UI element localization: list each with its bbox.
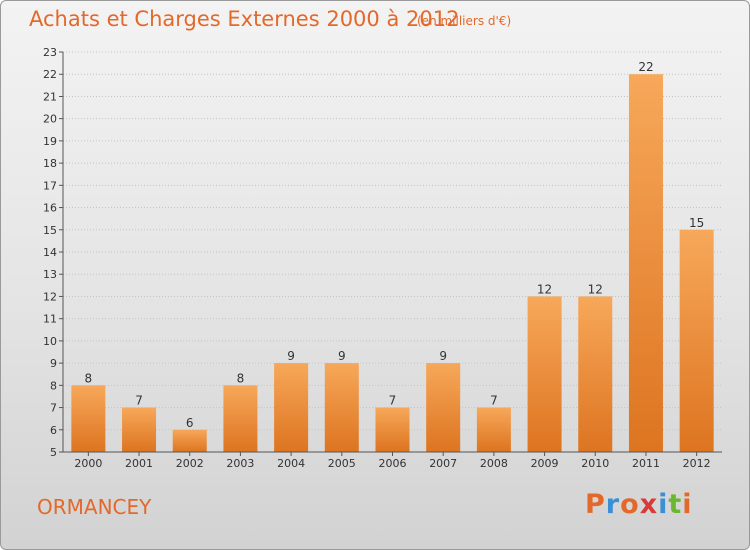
y-tick-label: 13 [43, 268, 57, 281]
x-tick-label: 2005 [328, 457, 356, 470]
y-tick-label: 7 [50, 402, 57, 415]
grid-lines [63, 51, 722, 431]
y-tick-label: 22 [43, 68, 57, 81]
proxiti-logo: Proxiti [585, 489, 693, 520]
bar-value-label: 9 [287, 349, 295, 363]
bar-value-label: 9 [439, 349, 447, 363]
logo-letter: i [658, 489, 669, 520]
bar [71, 385, 106, 452]
bar-value-label: 15 [689, 216, 704, 230]
y-tick-label: 21 [43, 90, 57, 103]
logo-letter: o [620, 489, 640, 520]
commune-name: ORMANCEY [37, 495, 152, 519]
y-tick-label: 11 [43, 313, 57, 326]
y-tick-label: 19 [43, 135, 57, 148]
x-axis: 2000 2001 2002 2003 2004 2005 2006 2007 2008 2009… [63, 451, 722, 470]
bar-value-label: 6 [186, 416, 194, 430]
y-tick-label: 16 [43, 202, 57, 215]
logo-letter: P [585, 489, 606, 520]
y-tick-label: 17 [43, 179, 57, 192]
x-tick-label: 2001 [125, 457, 153, 470]
y-tick-label: 6 [50, 424, 57, 437]
bar [223, 385, 258, 452]
logo-letter: x [639, 489, 659, 520]
logo-letter: t [668, 489, 683, 520]
x-tick-label: 2008 [480, 457, 508, 470]
x-tick-label: 2003 [226, 457, 254, 470]
y-tick-label: 15 [43, 224, 57, 237]
bar [426, 363, 461, 452]
bar [274, 363, 309, 452]
y-tick-label: 23 [43, 46, 57, 59]
x-tick-label: 2006 [379, 457, 407, 470]
x-tick-label: 2002 [176, 457, 204, 470]
x-tick-label: 2010 [581, 457, 609, 470]
bar-value-label: 8 [85, 371, 93, 385]
bar-value-label: 7 [490, 394, 498, 408]
y-tick-label: 12 [43, 290, 57, 303]
y-tick-label: 20 [43, 113, 57, 126]
bar [122, 407, 157, 452]
y-tick-label: 18 [43, 157, 57, 170]
y-tick-label: 8 [50, 379, 57, 392]
bar-value-label: 8 [237, 371, 245, 385]
y-tick-label: 5 [50, 446, 57, 459]
bar [172, 429, 207, 452]
y-tick-label: 14 [43, 246, 57, 259]
bars: 8 7 6 8 9 9 7 9 7 12 12 22 15 [71, 60, 714, 452]
bar [324, 363, 359, 452]
logo-letter: i [682, 489, 693, 520]
bar [527, 296, 562, 452]
logo-letter: r [605, 489, 621, 520]
x-tick-label: 2000 [74, 457, 102, 470]
bar [679, 229, 714, 452]
x-tick-label: 2011 [632, 457, 660, 470]
x-tick-label: 2004 [277, 457, 305, 470]
x-tick-label: 2009 [531, 457, 559, 470]
y-tick-label: 10 [43, 335, 57, 348]
bar [476, 407, 511, 452]
bar [628, 74, 663, 452]
bar-value-label: 12 [537, 282, 552, 296]
bar-value-label: 12 [588, 282, 603, 296]
y-axis: 5 6 7 8 9 10 11 12 13 14 15 16 17 18 19 20 21 22 23 [43, 46, 64, 459]
bar-value-label: 7 [389, 394, 397, 408]
bar-value-label: 22 [638, 60, 653, 74]
x-tick-label: 2007 [429, 457, 457, 470]
bar [375, 407, 410, 452]
x-tick-label: 2012 [683, 457, 711, 470]
bar-value-label: 7 [135, 394, 143, 408]
y-tick-label: 9 [50, 357, 57, 370]
chart-title: Achats et Charges Externes 2000 à 2012 [29, 7, 460, 31]
chart-subtitle: (en milliers d'€) [417, 14, 512, 28]
bar [578, 296, 613, 452]
bar-value-label: 9 [338, 349, 346, 363]
